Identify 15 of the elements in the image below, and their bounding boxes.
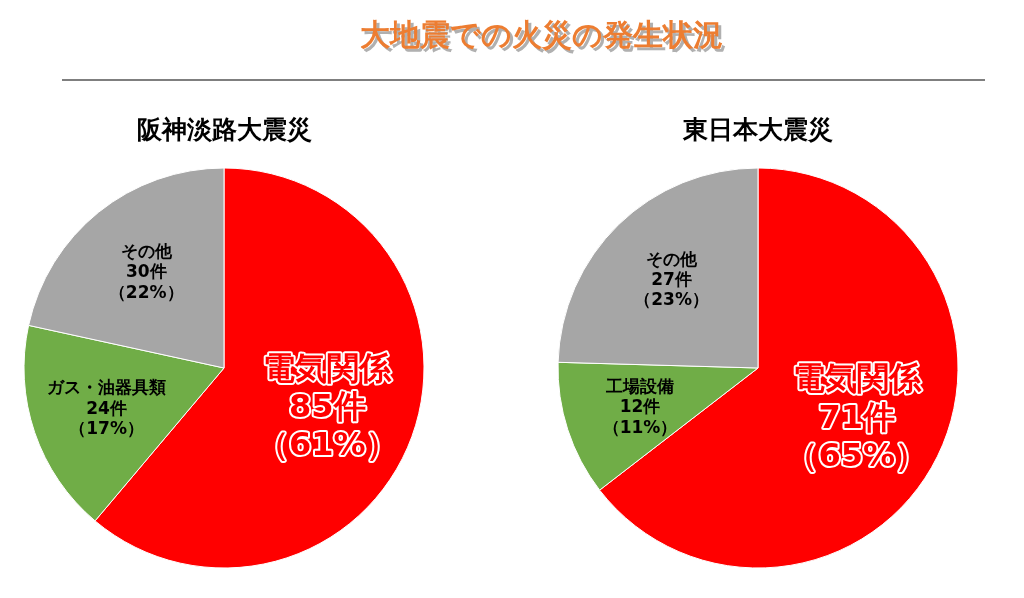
text: 大地震での火災の発生状況: [362, 20, 726, 55]
slice-label: その他: [120, 240, 173, 261]
slice-label: ガス・油器具類: [47, 377, 167, 398]
data-label: 85件（61%）: [257, 386, 398, 464]
chart-title: 東日本大震災: [682, 115, 833, 144]
data-label: 12件（11%）: [602, 396, 678, 437]
data-label: 71件（65%）: [786, 397, 928, 475]
data-label: 27件（23%）: [634, 269, 709, 310]
data-label: 24件（17%）: [69, 397, 144, 439]
chart-title: 阪神淡路大震災: [136, 115, 312, 144]
slice-label: 電気関係: [263, 348, 393, 387]
slice-label: 工場設備: [605, 375, 675, 396]
slice-label: その他: [646, 248, 699, 269]
slice-label: 電気関係: [792, 359, 922, 398]
data-label: 30件（22%）: [108, 261, 184, 302]
